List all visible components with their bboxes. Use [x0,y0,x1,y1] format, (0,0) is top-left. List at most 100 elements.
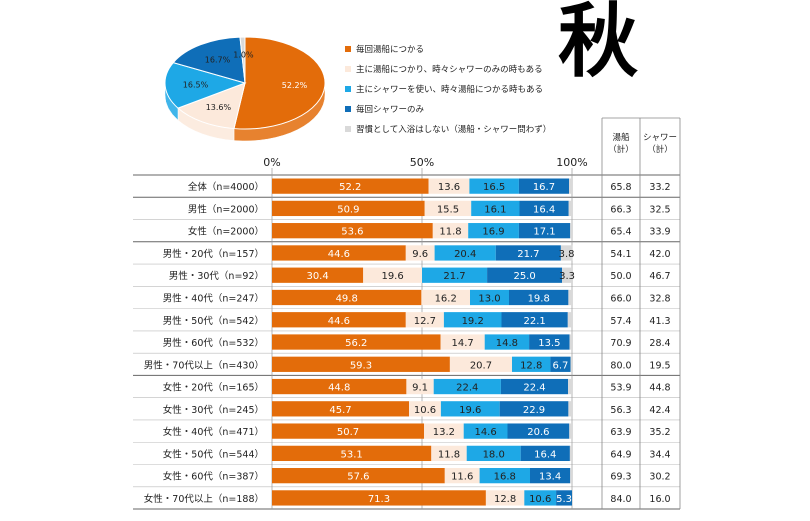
legend-label-0: 毎回湯船につかる [356,44,424,55]
total-bath-0: 65.8 [610,182,631,193]
bar-label-5-3: 19.8 [528,293,550,304]
bar-segment-0-1 [428,178,470,194]
bar-label-2-1: 11.8 [439,227,461,238]
bar-segment-5-2 [470,289,509,306]
totals-header-bath-sub: （計） [608,144,634,155]
bar-label-12-2: 18.0 [483,449,505,460]
bar-label-3-4: 3.8 [559,249,575,260]
bar-segment-0-4 [569,178,572,194]
bar-label-0-2: 16.5 [483,182,505,193]
bar-segment-13-3 [530,468,571,484]
bar-label-3-3: 21.7 [517,249,539,260]
total-bath-4: 50.0 [610,271,631,282]
bar-label-6-0: 44.6 [328,316,350,327]
bar-segment-13-2 [479,468,530,484]
legend-label-4: 習慣として入浴はしない（湯船・シャワー問わず） [356,124,551,135]
bar-segment-3-0 [272,245,406,261]
bar-segment-0-3 [518,178,569,194]
bar-label-7-0: 56.2 [345,338,367,349]
bar-label-3-1: 9.6 [412,249,428,260]
pie-slice-0 [233,36,326,130]
total-bath-3: 54.1 [610,249,631,260]
legend-swatch-0 [345,46,351,52]
bar-segment-10-4 [568,401,572,417]
bar-label-3-0: 44.6 [328,249,350,260]
category-label-14: 女性・70代以上（n=188） [144,493,264,505]
bar-label-8-0: 59.3 [350,360,372,371]
bar-segment-13-4 [570,468,572,484]
bar-segment-6-3 [501,312,568,328]
bar-label-9-1: 9.1 [412,383,428,394]
total-shower-8: 19.5 [649,360,670,371]
total-shower-10: 42.4 [649,405,670,416]
total-bath-1: 66.3 [610,204,631,215]
bar-segment-11-1 [424,423,464,439]
bar-segment-13-0 [272,468,445,484]
total-bath-12: 64.9 [610,449,631,460]
category-label-6: 男性・50代（n=542） [163,315,264,327]
bar-segment-3-4 [560,245,573,261]
bar-segment-1-2 [471,200,520,217]
total-shower-13: 30.2 [649,472,670,483]
bar-label-2-0: 53.6 [341,227,363,238]
total-bath-13: 69.3 [610,472,631,483]
pie-slice-1 [177,82,246,130]
bar-segment-12-0 [272,445,432,462]
bar-segment-11-2 [463,423,508,439]
bar-segment-1-0 [272,200,425,217]
bar-segment-12-4 [569,445,572,462]
total-shower-3: 42.0 [649,249,670,260]
legend-swatch-1 [345,66,351,72]
bar-segment-0-2 [469,178,519,194]
legend-label-1: 主に湯船につかり、時々シャワーのみの時もある [356,64,543,75]
bar-segment-9-3 [500,378,569,395]
category-label-2: 女性（n=2000） [188,226,264,238]
category-label-9: 女性・20代（n=165） [163,382,264,394]
bar-segment-12-3 [520,445,570,462]
bar-segment-7-2 [484,334,530,350]
bar-segment-5-3 [509,289,569,306]
x-tick-2: 100% [556,156,587,169]
bar-label-1-1: 15.5 [437,204,459,215]
legend-swatch-2 [345,86,351,92]
category-label-5: 男性・40代（n=247） [163,292,264,304]
category-label-8: 男性・70代以上（n=430） [144,359,264,371]
bar-label-9-3: 22.4 [523,383,545,394]
bar-label-10-2: 19.6 [459,405,481,416]
category-label-4: 男性・30代（n=92） [169,270,264,282]
bar-label-3-2: 20.4 [454,249,476,260]
bar-segment-1-1 [424,200,472,217]
bar-label-13-1: 11.6 [451,472,473,483]
bar-segment-5-4 [568,289,572,306]
bar-segment-14-2 [524,490,557,506]
bar-label-2-2: 16.9 [482,227,504,238]
bar-segment-4-4 [562,267,572,283]
total-shower-1: 32.5 [649,204,670,215]
total-shower-0: 33.2 [649,182,670,193]
bar-segment-6-2 [443,312,502,328]
bar-label-11-0: 50.7 [337,427,359,438]
total-bath-6: 57.4 [610,316,631,327]
bar-label-4-2: 21.7 [443,271,465,282]
bar-segment-9-0 [272,378,407,395]
bar-segment-7-4 [569,334,572,350]
bar-label-8-2: 12.8 [520,360,542,371]
bar-segment-7-3 [529,334,570,350]
bar-segment-10-3 [499,401,569,417]
bar-label-7-1: 14.7 [452,338,474,349]
total-shower-14: 16.0 [649,494,670,505]
bar-segment-3-2 [434,245,496,261]
bar-segment-9-4 [568,378,572,395]
bar-segment-5-1 [421,289,470,306]
bar-label-12-1: 11.8 [438,449,460,460]
bar-segment-5-0 [272,289,422,306]
totals-header-shower-sub: （計） [647,144,673,155]
bar-segment-14-3 [556,490,572,506]
bar-label-13-0: 57.6 [347,472,369,483]
bar-segment-11-3 [507,423,570,439]
category-label-10: 女性・30代（n=245） [163,404,264,416]
bar-segment-11-0 [272,423,425,439]
pie-label-1: 13.6% [206,103,232,112]
bar-label-5-1: 16.2 [435,293,457,304]
